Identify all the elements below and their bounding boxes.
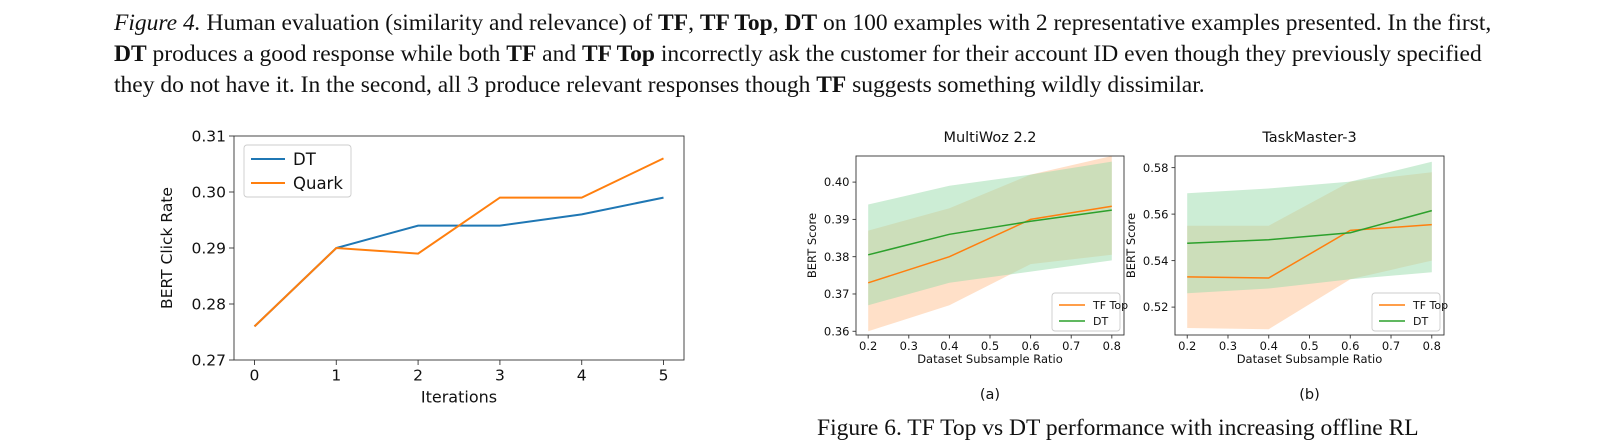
x-axis-label: Iterations <box>421 388 497 407</box>
x-tick-label: 0.5 <box>1300 339 1318 353</box>
x-tick-label: 0.4 <box>1260 339 1278 353</box>
series-line-dt <box>1187 209 1432 244</box>
x-axis-label: Dataset Subsample Ratio <box>917 352 1063 366</box>
x-tick-label: 3 <box>495 367 505 385</box>
x-axis-label: Dataset Subsample Ratio <box>1237 352 1383 366</box>
subfigure-label: (b) <box>1299 387 1320 403</box>
x-tick-label: 0.7 <box>1382 339 1400 353</box>
figure-4-caption: Figure 4. Human evaluation (similarity a… <box>114 8 1514 101</box>
y-axis-label: BERT Score <box>805 213 819 278</box>
legend-label: DT <box>1413 315 1428 328</box>
caption-text-run: , <box>772 10 785 36</box>
y-tick-label: 0.29 <box>191 240 226 258</box>
caption-runs: Human evaluation (similarity and relevan… <box>114 10 1491 98</box>
subfigure-label: (a) <box>980 387 1000 403</box>
series-line-quark <box>253 157 664 328</box>
x-tick-label: 4 <box>577 367 587 385</box>
chart-title: MultiWoz 2.2 <box>943 130 1036 146</box>
caption-text-run: produces a good response while both <box>146 41 507 67</box>
y-tick-label: 0.38 <box>824 250 850 264</box>
series-line-tf-top <box>1187 223 1432 279</box>
y-axis-label: BERT Click Rate <box>158 187 176 309</box>
y-axis-label: BERT Score <box>1124 213 1138 278</box>
caption-bold-term: DT <box>784 10 818 36</box>
y-tick-label: 0.31 <box>191 128 226 146</box>
chart-2: 0.2 0.3 0.4 0.5 0.6 0.7 0.8 0.36 0.37 0.38 0.39 0.4… <box>805 130 1128 403</box>
y-tick-label: 0.54 <box>1143 254 1169 268</box>
x-tick-label: 0.2 <box>1178 339 1196 353</box>
x-tick-label: 2 <box>413 367 423 385</box>
caption-bold-term: TF <box>506 41 537 67</box>
caption-text-run: suggests something wildly dissimilar. <box>846 72 1205 98</box>
x-tick-label: 5 <box>659 367 669 385</box>
x-tick-label: 0.3 <box>900 339 918 353</box>
chart-1: 0 1 2 3 4 5 0.27 0.28 0.29 0.30 0.31 Iterations BERT… <box>158 128 685 407</box>
legend-label: DT <box>293 150 317 169</box>
legend: TF Top DT <box>1051 292 1128 332</box>
series-line-tf-top <box>867 205 1112 284</box>
y-tick-label: 0.28 <box>191 296 226 314</box>
caption-bold-term: TF <box>658 10 689 36</box>
x-tick-label: 1 <box>331 367 341 385</box>
caption-text-run: incorrectly ask the customer for their a… <box>114 41 1482 98</box>
y-tick-label: 0.37 <box>824 287 850 301</box>
x-tick-label: 0.8 <box>1423 339 1441 353</box>
legend-label: DT <box>1093 315 1108 328</box>
caption-bold-term: DT <box>114 41 147 67</box>
x-tick-label: 0.5 <box>981 339 999 353</box>
y-tick-label: 0.52 <box>1143 300 1169 314</box>
x-tick-label: 0.8 <box>1103 339 1121 353</box>
x-tick-label: 0.6 <box>1021 339 1039 353</box>
x-tick-label: 0 <box>250 367 260 385</box>
chart-3: 0.2 0.3 0.4 0.5 0.6 0.7 0.8 0.52 0.54 0.56 0.58 Dat… <box>1124 130 1448 403</box>
caption-text-run: , <box>688 10 700 36</box>
caption-bold-term: TF <box>816 72 847 98</box>
y-tick-label: 0.30 <box>191 184 226 202</box>
series-line-dt <box>868 209 1112 256</box>
y-tick-label: 0.40 <box>824 175 850 189</box>
confidence-band-dt <box>868 161 1112 306</box>
y-tick-label: 0.36 <box>824 324 850 338</box>
caption-text-run: on 100 examples with 2 representative ex… <box>817 10 1492 36</box>
series-line-dt <box>253 196 664 328</box>
caption-text-run: and <box>536 41 582 67</box>
caption-bold-term: TF Top <box>699 10 773 36</box>
caption-label: Figure 4. <box>114 10 201 36</box>
y-tick-label: 0.27 <box>191 352 226 370</box>
x-tick-label: 0.2 <box>859 339 877 353</box>
confidence-band-dt <box>1187 161 1432 294</box>
caption-text: Figure 4. Human evaluation (similarity a… <box>114 8 1514 101</box>
x-tick-label: 0.4 <box>940 339 958 353</box>
y-tick-label: 0.39 <box>824 213 850 227</box>
legend-label: TF Top <box>1412 299 1448 312</box>
chart-title: TaskMaster-3 <box>1261 130 1356 146</box>
legend: TF Top DT <box>1371 292 1448 332</box>
y-tick-label: 0.58 <box>1143 161 1169 175</box>
x-tick-label: 0.3 <box>1219 339 1237 353</box>
legend-label: TF Top <box>1092 299 1128 312</box>
x-tick-label: 0.7 <box>1062 339 1080 353</box>
legend: DT Quark <box>243 144 352 198</box>
caption-bold-term: TF Top <box>581 41 655 67</box>
legend-label: Quark <box>293 174 343 193</box>
figures-canvas: 0 1 2 3 4 5 0.27 0.28 0.29 0.30 0.31 Iterations BERT… <box>158 128 1448 407</box>
figure-6-caption: Figure 6. TF Top vs DT performance with … <box>817 415 1419 441</box>
x-tick-label: 0.6 <box>1341 339 1359 353</box>
caption-text-run: Human evaluation (similarity and relevan… <box>200 10 659 36</box>
y-tick-label: 0.56 <box>1143 207 1169 221</box>
